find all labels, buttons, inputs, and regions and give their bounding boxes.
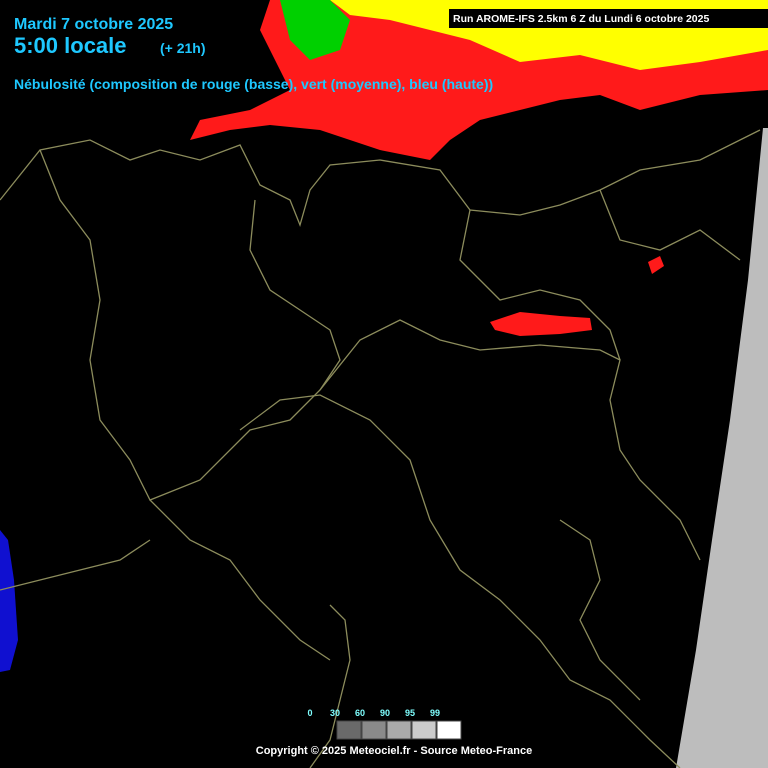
run-info-box xyxy=(449,9,768,28)
legend-swatch xyxy=(336,720,362,740)
borders xyxy=(0,129,761,768)
forecast-offset: (+ 21h) xyxy=(160,40,206,56)
forecast-time: 5:00 locale xyxy=(14,33,127,58)
legend-swatch xyxy=(386,720,412,740)
legend-swatch xyxy=(411,720,437,740)
legend-label: 99 xyxy=(430,708,440,718)
copyright: Copyright © 2025 Meteociel.fr - Source M… xyxy=(256,745,532,757)
legend: 0 30 60 90 95 99 xyxy=(307,708,462,740)
low-cloud xyxy=(490,312,592,336)
run-info: Run AROME-IFS 2.5km 6 Z du Lundi 6 octob… xyxy=(453,13,709,25)
legend-label: 90 xyxy=(380,708,390,718)
high-cloud xyxy=(0,530,18,672)
legend-label: 95 xyxy=(405,708,415,718)
description: Nébulosité (composition de rouge (basse)… xyxy=(14,76,493,92)
no-data-area xyxy=(676,128,768,768)
forecast-date: Mardi 7 octobre 2025 xyxy=(14,16,173,33)
legend-label: 60 xyxy=(355,708,365,718)
legend-swatch xyxy=(361,720,387,740)
low-cloud xyxy=(648,256,664,274)
mid-cloud xyxy=(280,0,350,60)
legend-label: 0 xyxy=(307,708,312,718)
legend-label: 30 xyxy=(330,708,340,718)
legend-swatch xyxy=(436,720,462,740)
